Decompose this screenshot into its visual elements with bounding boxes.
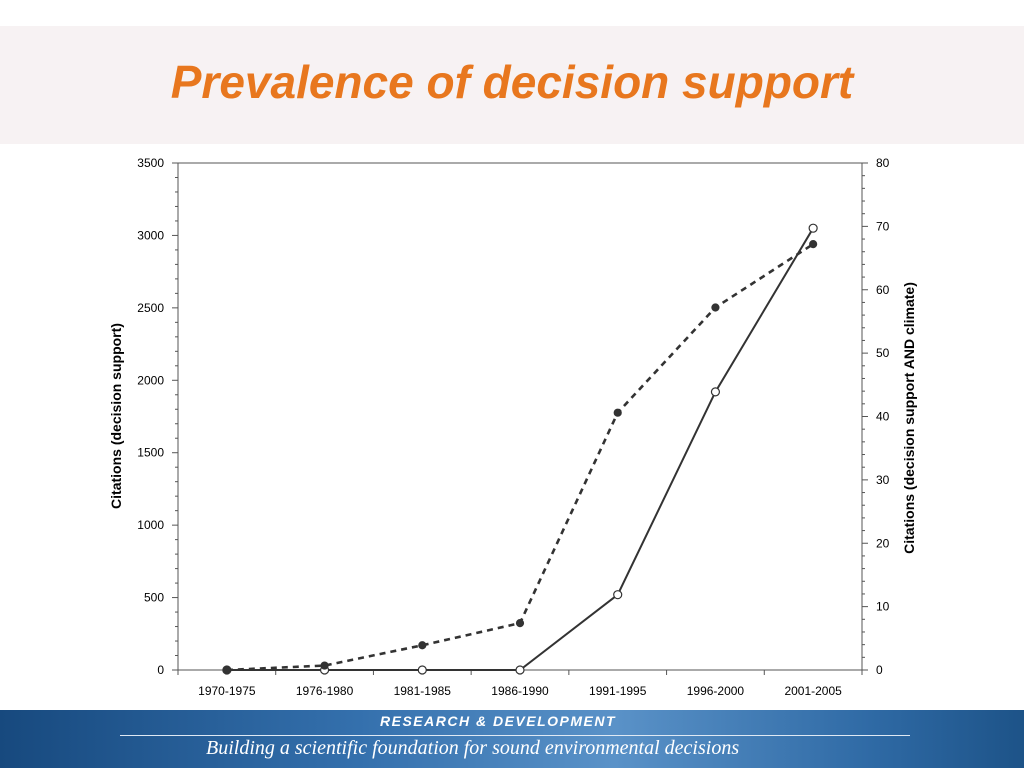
x-tick-label: 1986-1990 xyxy=(491,684,549,698)
right-tick-label: 10 xyxy=(876,600,890,614)
footer-divider xyxy=(120,735,910,736)
left-tick-label: 1500 xyxy=(137,446,164,460)
right-axis-series-point xyxy=(320,661,329,670)
x-tick-label: 1981-1985 xyxy=(394,684,452,698)
left-axis-series-point xyxy=(515,665,525,675)
x-tick-label: 1996-2000 xyxy=(687,684,745,698)
left-axis-title: Citations (decision support) xyxy=(108,323,124,509)
x-tick-label: 1970-1975 xyxy=(198,684,256,698)
left-tick-label: 2500 xyxy=(137,301,164,315)
left-axis-series-point xyxy=(613,590,623,600)
footer-org-label: RESEARCH & DEVELOPMENT xyxy=(380,713,617,729)
left-axis-series-line xyxy=(226,227,815,671)
right-tick-label: 60 xyxy=(876,283,890,297)
x-tick-label: 1976-1980 xyxy=(296,684,354,698)
right-axis-series-point xyxy=(711,303,720,312)
footer-tagline: Building a scientific foundation for sou… xyxy=(206,737,740,759)
right-axis-series-point xyxy=(809,240,818,249)
left-tick-label: 3500 xyxy=(137,156,164,170)
right-tick-label: 50 xyxy=(876,346,890,360)
right-tick-label: 80 xyxy=(876,156,890,170)
x-tick-label: 2001-2005 xyxy=(784,684,842,698)
left-axis-series-point xyxy=(808,223,818,233)
right-axis-series-point xyxy=(222,665,231,675)
left-tick-label: 500 xyxy=(144,591,164,605)
left-tick-label: 3000 xyxy=(137,228,164,242)
right-axis-series-point xyxy=(515,619,525,628)
left-axis-series-point xyxy=(710,387,721,397)
left-tick-label: 1000 xyxy=(137,518,164,532)
right-tick-label: 40 xyxy=(876,410,890,424)
right-axis-series-line xyxy=(226,243,814,672)
title-band xyxy=(0,26,1024,144)
left-tick-label: 2000 xyxy=(137,373,164,387)
left-tick-label: 0 xyxy=(157,663,164,677)
footer-banner: RESEARCH & DEVELOPMENT Building a scient… xyxy=(0,710,1024,768)
right-axis-series-point xyxy=(418,641,427,650)
right-axis-series-point xyxy=(613,408,622,417)
right-axis-title: Citations (decision support AND climate) xyxy=(901,282,917,554)
left-axis-series-point xyxy=(417,665,427,675)
slide-title: Prevalence of decision support xyxy=(170,56,854,108)
right-tick-label: 70 xyxy=(876,219,890,233)
right-tick-label: 30 xyxy=(876,473,890,487)
plot-frame xyxy=(177,162,863,671)
dual-axis-line-chart: 0 500 1000 1500 2000 2500 3000 3500 0 10 20 30 40 50 6… xyxy=(108,156,917,698)
right-tick-label: 0 xyxy=(876,663,883,677)
x-tick-label: 1991-1995 xyxy=(589,684,647,698)
right-tick-label: 20 xyxy=(876,536,890,550)
